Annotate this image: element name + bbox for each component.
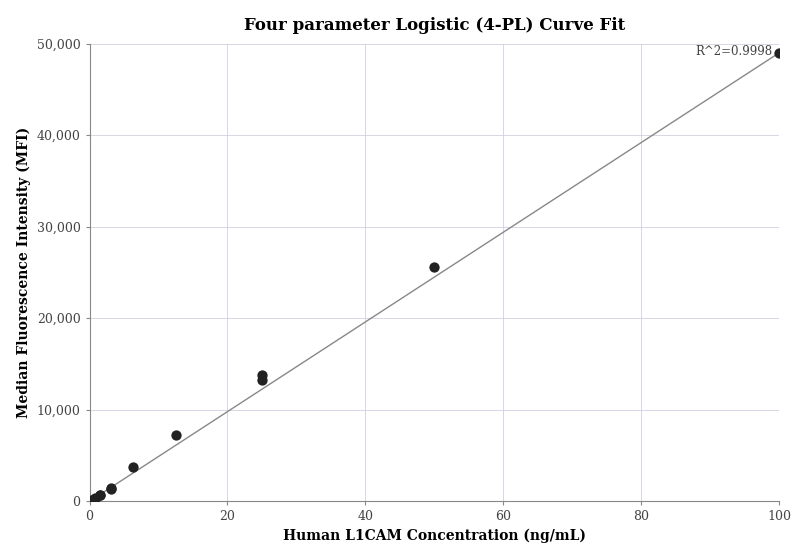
Title: Four parameter Logistic (4-PL) Curve Fit: Four parameter Logistic (4-PL) Curve Fit bbox=[244, 17, 625, 34]
Point bbox=[88, 493, 101, 502]
Point bbox=[255, 371, 268, 380]
X-axis label: Human L1CAM Concentration (ng/mL): Human L1CAM Concentration (ng/mL) bbox=[283, 529, 586, 543]
Point bbox=[94, 491, 107, 500]
Point bbox=[105, 484, 118, 493]
Point bbox=[773, 48, 786, 57]
Y-axis label: Median Fluorescence Intensity (MFI): Median Fluorescence Intensity (MFI) bbox=[17, 127, 31, 418]
Point bbox=[428, 263, 441, 272]
Point bbox=[86, 496, 99, 505]
Text: R^2=0.9998: R^2=0.9998 bbox=[696, 45, 772, 58]
Point bbox=[126, 462, 139, 471]
Point bbox=[170, 431, 183, 440]
Point bbox=[105, 484, 118, 493]
Point bbox=[86, 496, 99, 505]
Point bbox=[88, 494, 101, 503]
Point bbox=[94, 490, 107, 499]
Point bbox=[255, 376, 268, 385]
